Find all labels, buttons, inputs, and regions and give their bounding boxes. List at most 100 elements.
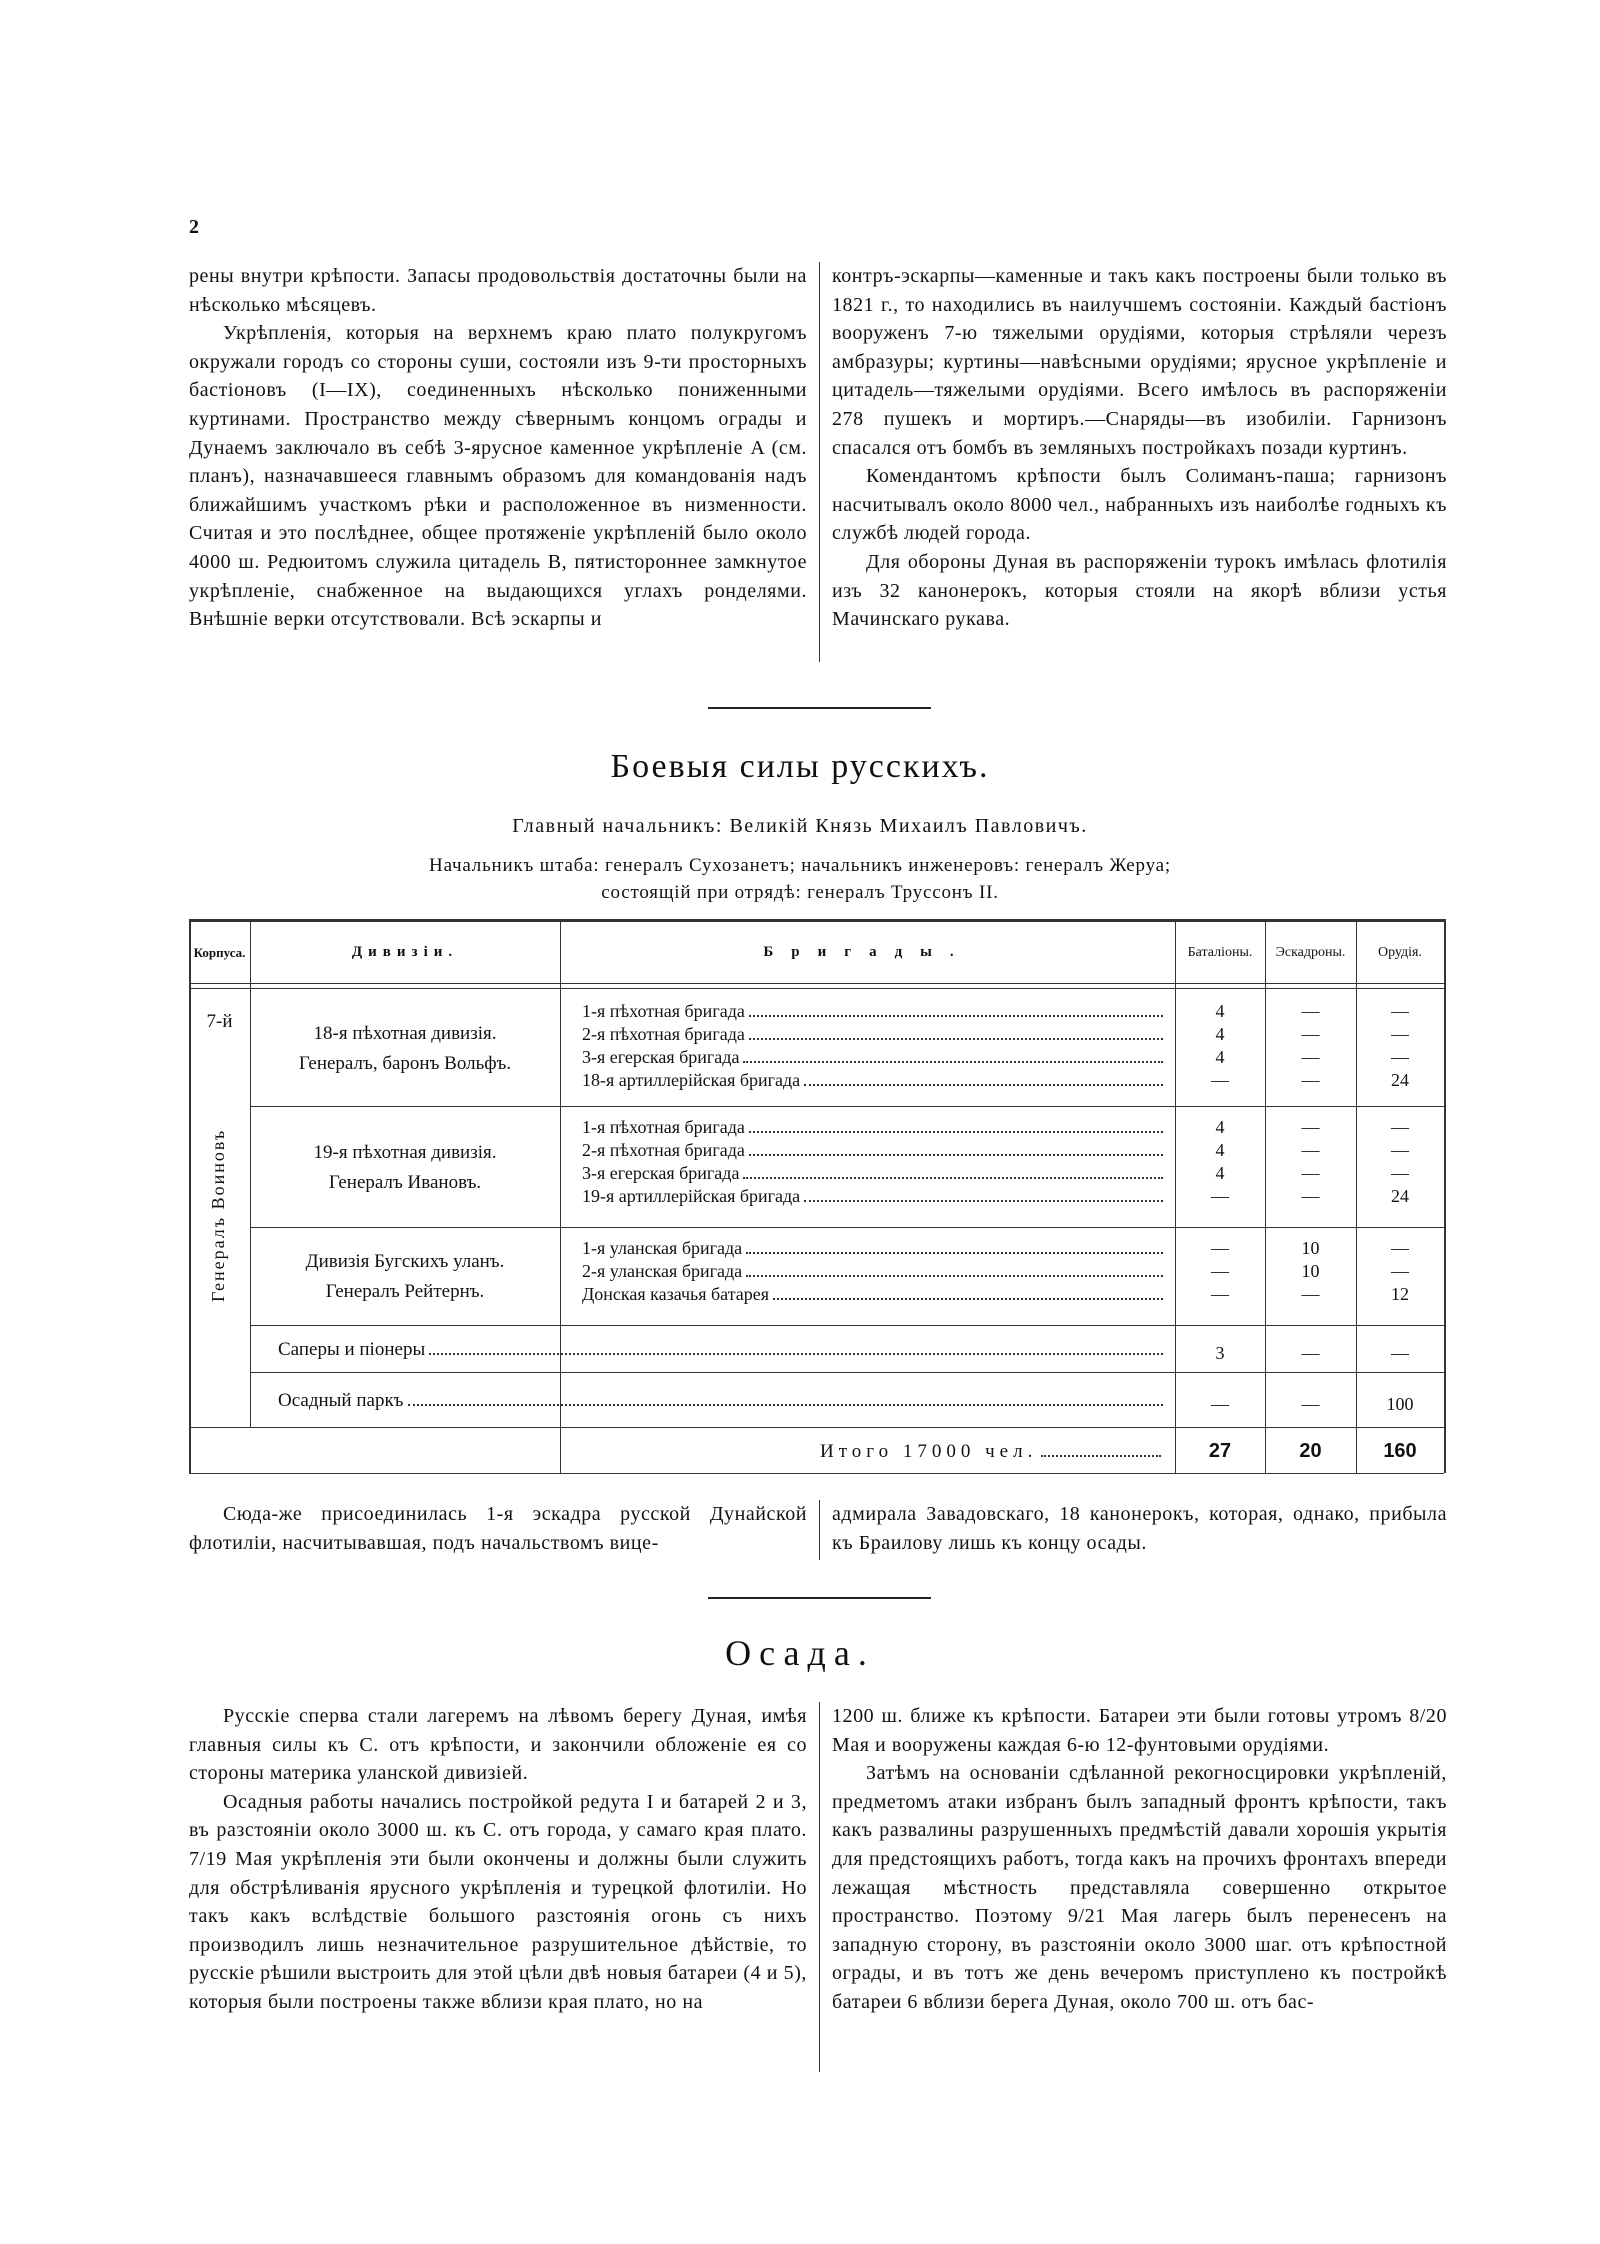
- column-divider: [819, 262, 820, 662]
- division-name: Дивизія Бугскихъ уланъ.: [305, 1251, 505, 1272]
- column-rule: [1175, 919, 1176, 1473]
- division-general: Генералъ Рейтернъ.: [325, 1281, 485, 1302]
- table-value: —: [1391, 1001, 1409, 1021]
- dot-leader: [748, 1131, 1163, 1133]
- table-value: —: [1301, 1140, 1320, 1160]
- brigade-row: 2-я уланская бригада: [582, 1260, 1167, 1283]
- paragraph: Русскіе сперва стали лагеремъ на лѣвомъ …: [189, 1705, 807, 1785]
- table-value: 24: [1391, 1186, 1409, 1206]
- brigade-name: 1-я пѣхотная бригада: [582, 1117, 745, 1137]
- table-value: 10: [1301, 1261, 1320, 1281]
- unit-name: Саперы и піонеры: [278, 1338, 426, 1360]
- column-divider: [819, 1500, 820, 1560]
- intro-right-column: контръ-эскарпы—каменные и такъ какъ пост…: [832, 262, 1447, 634]
- table-right-border: [1444, 919, 1446, 1473]
- other-row: Саперы и піонеры: [278, 1338, 1167, 1361]
- brigade-name: 1-я пѣхотная бригада: [582, 1001, 745, 1021]
- paragraph: Затѣмъ на основаніи сдѣланной рекогносци…: [832, 1762, 1447, 2013]
- flotilla-right: адмирала Завадовскаго, 18 канонерокъ, ко…: [832, 1500, 1447, 1557]
- column-rule: [1265, 919, 1266, 1473]
- intro-left-column: рены внутри крѣпости. Запасы продовольст…: [189, 262, 807, 634]
- table-value: —: [1301, 1117, 1320, 1137]
- dot-leader: [748, 1038, 1163, 1040]
- section-rule: [708, 1597, 931, 1599]
- table-value: —: [1301, 1393, 1320, 1414]
- brigade-row: 1-я уланская бригада: [582, 1237, 1167, 1260]
- division-name: 18-я пѣхотная дивизія.: [313, 1023, 497, 1044]
- corps-general: Генералъ Воиновъ: [208, 1128, 228, 1302]
- table-value: —: [1301, 1047, 1320, 1067]
- total-label: Итого 17000 чел.: [820, 1441, 1038, 1462]
- table-value: 4: [1215, 1047, 1225, 1067]
- table-value: —: [1391, 1163, 1409, 1183]
- table-value: —: [1391, 1261, 1409, 1281]
- other-row: Осадный паркъ: [278, 1389, 1167, 1412]
- total-value: 27: [1208, 1440, 1232, 1462]
- table-value: 4: [1215, 1001, 1225, 1021]
- table-value: —: [1301, 1186, 1320, 1206]
- brigade-row: 1-я пѣхотная бригада: [582, 1116, 1167, 1139]
- brigade-name: 1-я уланская бригада: [582, 1238, 743, 1258]
- dot-leader: [748, 1154, 1163, 1156]
- column-header: Бригады.: [763, 943, 972, 960]
- brigade-name: 2-я пѣхотная бригада: [582, 1140, 745, 1160]
- paragraph: 1200 ш. ближе къ крѣпости. Батареи эти б…: [832, 1705, 1447, 1756]
- table-value: —: [1211, 1284, 1229, 1304]
- brigade-row: 2-я пѣхотная бригада: [582, 1139, 1167, 1162]
- dot-leader: [1041, 1455, 1161, 1457]
- table-value: 4: [1215, 1163, 1225, 1183]
- table-bottom-border: [189, 1473, 1444, 1474]
- dot-leader: [407, 1403, 1163, 1406]
- column-header: Орудія.: [1378, 944, 1422, 960]
- division-general: Генералъ Ивановъ.: [328, 1171, 482, 1193]
- column-header: Баталіоны.: [1187, 944, 1253, 960]
- brigade-name: Донская казачья батарея: [582, 1284, 770, 1304]
- section-title: Осада.: [725, 1633, 875, 1673]
- column-rule: [1356, 919, 1357, 1473]
- dot-leader: [773, 1298, 1163, 1300]
- dot-leader: [746, 1275, 1163, 1277]
- brigade-row: Донская казачья батарея: [582, 1283, 1167, 1306]
- table-value: —: [1301, 1163, 1320, 1183]
- corps-number: 7-й: [206, 1011, 233, 1032]
- table-value: —: [1301, 1024, 1320, 1044]
- table-top-border: [189, 919, 1444, 922]
- table-value: —: [1391, 1238, 1409, 1258]
- dot-leader: [804, 1084, 1163, 1086]
- total-row: Итого 17000 чел.: [820, 1440, 1165, 1463]
- brigade-row: 3-я егерская бригада: [582, 1162, 1167, 1185]
- group-rule: [250, 1227, 1444, 1228]
- brigade-row: 2-я пѣхотная бригада: [582, 1023, 1167, 1046]
- table-value: —: [1301, 1001, 1320, 1021]
- table-value: —: [1301, 1070, 1320, 1090]
- siege-left-column: Русскіе сперва стали лагеремъ на лѣвомъ …: [189, 1702, 807, 2017]
- table-value: —: [1211, 1070, 1229, 1090]
- table-left-border: [189, 919, 191, 1473]
- staff-line: Начальникъ штаба: генералъ Сухозанетъ; н…: [429, 855, 1171, 876]
- dot-leader: [743, 1061, 1163, 1063]
- paragraph: Сюда-же присоединилась 1-я эскадра русск…: [189, 1503, 807, 1554]
- column-header: Корпуса.: [193, 944, 246, 960]
- siege-right-column: 1200 ш. ближе къ крѣпости. Батареи эти б…: [832, 1702, 1447, 2017]
- table-value: —: [1301, 1284, 1320, 1304]
- unit-name: Осадный паркъ: [278, 1389, 404, 1411]
- header-rule: [189, 988, 1444, 989]
- group-rule: [189, 1427, 1444, 1428]
- paragraph: адмирала Завадовскаго, 18 канонерокъ, ко…: [832, 1503, 1447, 1554]
- column-header: Дивизіи.: [351, 943, 459, 960]
- division-name: 19-я пѣхотная дивизія.: [313, 1141, 497, 1163]
- table-value: 10: [1301, 1238, 1320, 1258]
- table-value: —: [1391, 1140, 1409, 1160]
- staff-line: состоящій при отрядѣ: генералъ Труссонъ …: [601, 882, 999, 903]
- dot-leader: [429, 1352, 1163, 1355]
- table-value: —: [1391, 1117, 1409, 1137]
- dot-leader: [746, 1252, 1163, 1254]
- dot-leader: [743, 1177, 1163, 1179]
- column-header: Эскадроны.: [1275, 944, 1346, 960]
- table-value: 4: [1215, 1024, 1225, 1044]
- flotilla-left: Сюда-же присоединилась 1-я эскадра русск…: [189, 1500, 807, 1557]
- table-value: —: [1301, 1342, 1320, 1363]
- brigade-name: 2-я пѣхотная бригада: [582, 1024, 745, 1044]
- table-value: 12: [1391, 1284, 1409, 1304]
